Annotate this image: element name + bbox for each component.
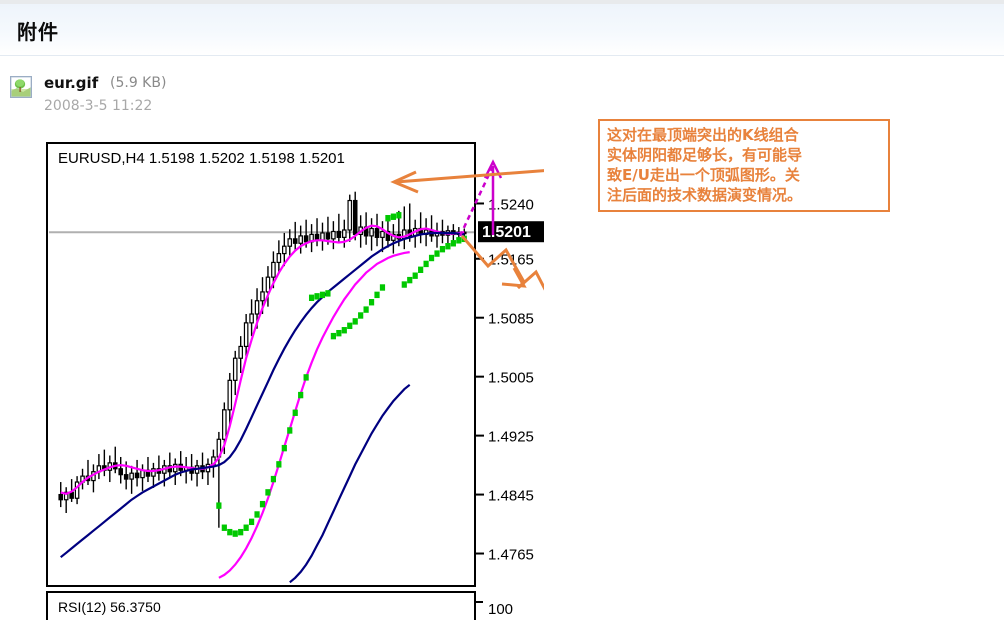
sar-dot bbox=[259, 500, 266, 508]
sar-dot bbox=[319, 291, 326, 299]
series-MA-slow bbox=[60, 231, 465, 559]
sar-dot bbox=[227, 528, 233, 536]
sar-dot bbox=[341, 327, 347, 334]
svg-text:RSI(12) 56.3750: RSI(12) 56.3750 bbox=[58, 599, 161, 615]
sar-dot bbox=[385, 215, 391, 222]
sar-dot bbox=[423, 260, 429, 268]
callout-pointer-arrow bbox=[390, 169, 544, 194]
sar-dot bbox=[450, 240, 456, 247]
sar-dot bbox=[221, 524, 227, 531]
series-MA-long-magenta bbox=[218, 251, 410, 579]
svg-text:1.4845: 1.4845 bbox=[488, 488, 534, 505]
sar-dot bbox=[445, 243, 451, 250]
sar-dot bbox=[248, 518, 255, 526]
svg-text:EURUSD,H4 1.5198 1.5202 1.519: EURUSD,H4 1.5198 1.5202 1.5198 1.5201 bbox=[58, 150, 345, 167]
sar-dot bbox=[330, 332, 336, 340]
svg-text:1.5201: 1.5201 bbox=[482, 224, 531, 241]
sar-dot bbox=[314, 293, 320, 300]
sar-dot bbox=[281, 444, 287, 452]
svg-text:1.4925: 1.4925 bbox=[488, 429, 534, 446]
page-header: 附件 bbox=[0, 4, 1004, 56]
sar-dot bbox=[358, 312, 364, 319]
annotation-line: 这对在最顶端突出的K线组合 bbox=[607, 126, 799, 144]
chart-image[interactable]: EURUSD,H4 1.5198 1.5202 1.5198 1.5201 1.… bbox=[44, 140, 544, 620]
attachment-filesize: (5.9 KB) bbox=[110, 75, 167, 91]
sar-dot bbox=[374, 291, 380, 299]
top-strip bbox=[0, 0, 1004, 4]
attachment-row: eur.gif (5.9 KB) 2008-3-5 11:22 bbox=[0, 68, 1004, 130]
sar-dot bbox=[428, 254, 435, 262]
attachment-filename[interactable]: eur.gif bbox=[44, 74, 99, 92]
sar-dot bbox=[265, 489, 271, 496]
annotation-line: 致E/U走出一个顶弧图形。关 bbox=[607, 166, 800, 184]
sar-dot bbox=[401, 281, 407, 288]
sar-dot bbox=[418, 266, 424, 274]
page-title: 附件 bbox=[17, 20, 59, 44]
sar-dot bbox=[439, 245, 446, 253]
sar-dot bbox=[390, 213, 396, 220]
sar-dot bbox=[352, 318, 358, 325]
sar-dot bbox=[254, 511, 260, 518]
sar-dot bbox=[412, 272, 418, 279]
sar-dot bbox=[238, 528, 244, 536]
sar-dot bbox=[379, 284, 386, 291]
sar-dot bbox=[396, 212, 402, 219]
sar-dot bbox=[336, 329, 342, 337]
series-MA-fast bbox=[60, 224, 465, 495]
sar-dot bbox=[298, 391, 304, 399]
sar-dot bbox=[407, 276, 413, 284]
sar-dot bbox=[243, 524, 249, 531]
svg-text:1.5085: 1.5085 bbox=[488, 311, 534, 328]
sar-dot bbox=[292, 409, 298, 416]
svg-text:100: 100 bbox=[488, 601, 513, 618]
annotation-line: 实体阴阳都足够长，有可能导 bbox=[607, 146, 803, 164]
series-MA-long-blue bbox=[289, 383, 411, 584]
sar-dot bbox=[216, 502, 222, 509]
sar-dot bbox=[368, 299, 375, 306]
annotation-line: 注后面的技术数据演变情况。 bbox=[607, 186, 803, 204]
sar-dot bbox=[434, 250, 440, 257]
sar-dot bbox=[276, 461, 282, 468]
down-projection-arrow bbox=[460, 235, 544, 291]
image-thumbnail-icon bbox=[10, 76, 32, 98]
sar-dot bbox=[456, 237, 462, 244]
sar-dot bbox=[303, 374, 309, 381]
svg-text:1.5005: 1.5005 bbox=[488, 370, 534, 387]
annotation-callout: 这对在最顶端突出的K线组合 实体阴阳都足够长，有可能导 致E/U走出一个顶弧图形… bbox=[598, 119, 890, 212]
svg-text:1.4765: 1.4765 bbox=[488, 547, 534, 564]
sar-dot bbox=[270, 475, 277, 483]
sar-dot bbox=[232, 530, 238, 537]
sar-dot bbox=[287, 427, 293, 434]
sar-dot bbox=[363, 306, 369, 313]
sar-dot bbox=[325, 290, 331, 297]
attachment-date: 2008-3-5 11:22 bbox=[44, 98, 153, 114]
svg-text:1.5240: 1.5240 bbox=[488, 196, 534, 213]
sar-dot bbox=[308, 294, 315, 302]
sar-dot bbox=[347, 322, 353, 330]
